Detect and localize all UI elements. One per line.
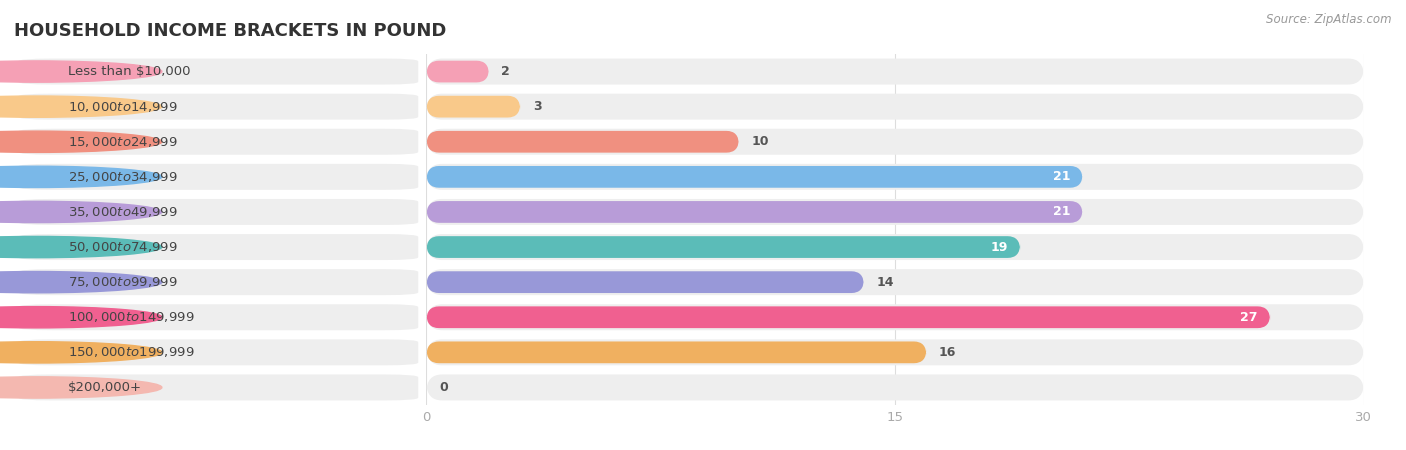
Circle shape bbox=[0, 306, 162, 328]
Text: $100,000 to $149,999: $100,000 to $149,999 bbox=[67, 310, 194, 324]
FancyBboxPatch shape bbox=[18, 339, 418, 365]
FancyBboxPatch shape bbox=[426, 58, 1364, 85]
Text: 21: 21 bbox=[1053, 206, 1070, 218]
Text: 3: 3 bbox=[533, 100, 541, 113]
FancyBboxPatch shape bbox=[426, 269, 1364, 295]
Circle shape bbox=[0, 61, 162, 82]
Circle shape bbox=[0, 236, 162, 258]
FancyBboxPatch shape bbox=[18, 129, 418, 155]
Circle shape bbox=[0, 201, 162, 223]
Text: $10,000 to $14,999: $10,000 to $14,999 bbox=[67, 99, 177, 114]
FancyBboxPatch shape bbox=[426, 306, 1270, 328]
Text: 10: 10 bbox=[751, 135, 769, 148]
Text: 16: 16 bbox=[939, 346, 956, 359]
FancyBboxPatch shape bbox=[426, 304, 1364, 330]
FancyBboxPatch shape bbox=[426, 374, 1364, 400]
Text: $25,000 to $34,999: $25,000 to $34,999 bbox=[67, 170, 177, 184]
Circle shape bbox=[0, 377, 162, 398]
FancyBboxPatch shape bbox=[18, 199, 418, 225]
FancyBboxPatch shape bbox=[426, 342, 927, 363]
Text: 21: 21 bbox=[1053, 171, 1070, 183]
FancyBboxPatch shape bbox=[426, 339, 1364, 365]
Text: $50,000 to $74,999: $50,000 to $74,999 bbox=[67, 240, 177, 254]
Circle shape bbox=[0, 271, 162, 293]
Text: 14: 14 bbox=[876, 276, 894, 288]
Text: $35,000 to $49,999: $35,000 to $49,999 bbox=[67, 205, 177, 219]
Text: $15,000 to $24,999: $15,000 to $24,999 bbox=[67, 135, 177, 149]
FancyBboxPatch shape bbox=[426, 131, 740, 153]
FancyBboxPatch shape bbox=[426, 236, 1021, 258]
FancyBboxPatch shape bbox=[426, 61, 489, 82]
Text: $150,000 to $199,999: $150,000 to $199,999 bbox=[67, 345, 194, 360]
Text: Source: ZipAtlas.com: Source: ZipAtlas.com bbox=[1267, 14, 1392, 27]
Text: Less than $10,000: Less than $10,000 bbox=[67, 65, 190, 78]
Text: $75,000 to $99,999: $75,000 to $99,999 bbox=[67, 275, 177, 289]
FancyBboxPatch shape bbox=[426, 201, 1083, 223]
FancyBboxPatch shape bbox=[426, 166, 1083, 188]
FancyBboxPatch shape bbox=[426, 234, 1364, 260]
FancyBboxPatch shape bbox=[18, 304, 418, 330]
Text: HOUSEHOLD INCOME BRACKETS IN POUND: HOUSEHOLD INCOME BRACKETS IN POUND bbox=[14, 22, 447, 40]
Circle shape bbox=[0, 342, 162, 363]
FancyBboxPatch shape bbox=[18, 164, 418, 190]
Text: 27: 27 bbox=[1240, 311, 1257, 324]
Circle shape bbox=[0, 131, 162, 153]
FancyBboxPatch shape bbox=[18, 94, 418, 120]
Text: 2: 2 bbox=[502, 65, 510, 78]
Text: $200,000+: $200,000+ bbox=[67, 381, 142, 394]
FancyBboxPatch shape bbox=[18, 374, 418, 400]
FancyBboxPatch shape bbox=[18, 234, 418, 260]
FancyBboxPatch shape bbox=[426, 96, 520, 117]
Text: 0: 0 bbox=[439, 381, 447, 394]
Circle shape bbox=[0, 96, 162, 117]
FancyBboxPatch shape bbox=[426, 199, 1364, 225]
FancyBboxPatch shape bbox=[426, 164, 1364, 190]
FancyBboxPatch shape bbox=[18, 58, 418, 85]
FancyBboxPatch shape bbox=[426, 94, 1364, 120]
Circle shape bbox=[0, 166, 162, 188]
FancyBboxPatch shape bbox=[18, 269, 418, 295]
FancyBboxPatch shape bbox=[426, 129, 1364, 155]
Text: 19: 19 bbox=[990, 241, 1008, 253]
FancyBboxPatch shape bbox=[426, 271, 863, 293]
